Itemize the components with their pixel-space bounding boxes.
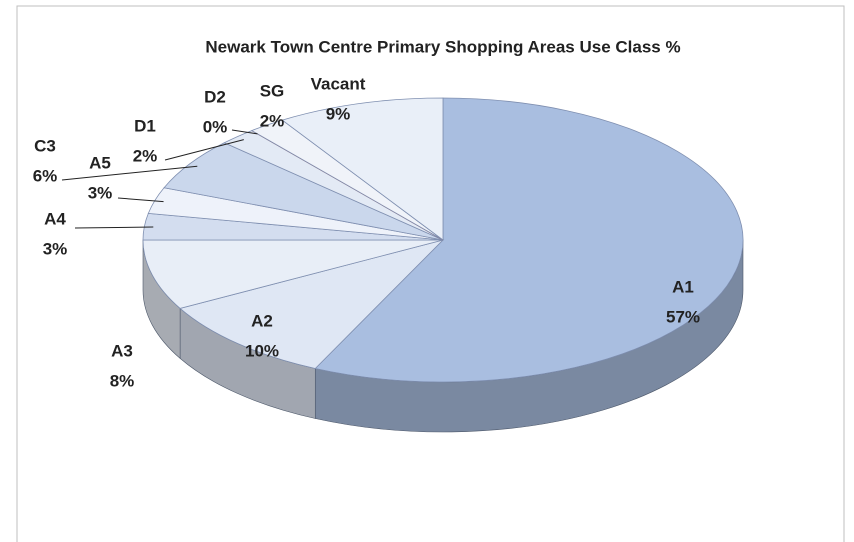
data-label-name: C3 [34,136,56,155]
leader-line [231,129,258,135]
data-label-name: SG [260,81,285,100]
data-label-name: D1 [134,116,156,135]
slice [179,239,445,369]
data-label-value: 8% [110,371,135,390]
data-label-value: 57% [666,307,700,326]
chart-title: Newark Town Centre Primary Shopping Area… [205,37,680,56]
data-label-name: A3 [111,341,133,360]
data-label-name: A5 [89,153,111,172]
data-label-value: 9% [326,104,351,123]
leader-line [61,165,198,181]
slice [281,97,444,241]
leader-line [164,139,244,161]
data-label-value: 3% [43,239,68,258]
slice [142,239,444,309]
slice [314,97,744,383]
data-label-name: A2 [251,311,273,330]
data-label-name: A1 [672,277,694,296]
data-label-value: 10% [245,341,279,360]
data-label-name: D2 [204,87,226,106]
data-label-value: 6% [33,166,58,185]
data-label-value: 2% [133,146,158,165]
data-label-name: A4 [44,209,66,228]
leader-line [117,197,164,203]
leader-line [74,226,154,229]
data-label-value: 0% [203,117,228,136]
data-label-name: Vacant [311,74,366,93]
data-label-value: 2% [260,111,285,130]
data-label-value: 3% [88,183,113,202]
